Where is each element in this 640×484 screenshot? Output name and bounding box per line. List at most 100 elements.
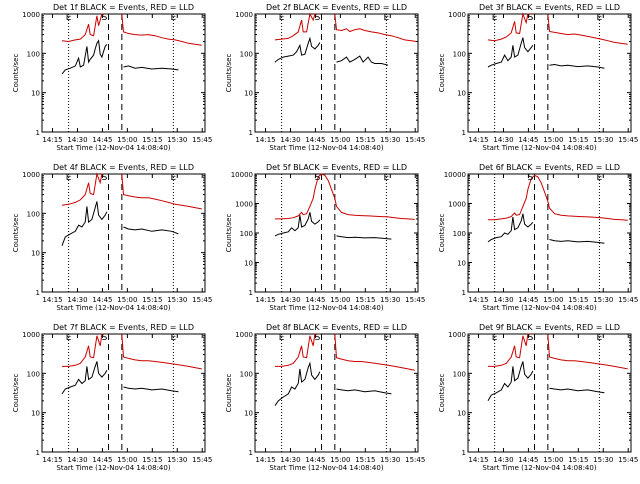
y-tick-label: 1000 (22, 331, 40, 339)
x-tick-label: 14:30 (493, 136, 513, 144)
detector-panel: Det 1f BLACK = Events, RED = LLD 1 10 100 10… (0, 0, 213, 160)
detector-chart: Det 6f BLACK = Events, RED = LLD 1 10 100 10… (438, 163, 638, 312)
y-tick-label: 100 (27, 370, 40, 378)
detector-chart: Det 9f BLACK = Events, RED = LLD 1 10 100 10… (438, 323, 638, 472)
lld-series (488, 174, 628, 221)
y-tick-label: 10 (457, 90, 466, 98)
lld-series (121, 173, 202, 210)
segment-marker-label: E (384, 173, 390, 183)
lld-series (488, 333, 533, 367)
x-tick-label: 15:45 (192, 456, 212, 464)
lld-series (334, 333, 415, 371)
x-tick-label: 14:15 (468, 136, 488, 144)
x-axis-label: Start Time (12-Nov-04 14:08:40) (269, 304, 383, 312)
x-axis-label: Start Time (12-Nov-04 14:08:40) (56, 144, 170, 152)
x-tick-label: 15:00 (543, 456, 563, 464)
y-tick-label: 100 (453, 370, 466, 378)
events-series (487, 361, 534, 402)
chart-title: Det 4f BLACK = Events, RED = LLD (53, 163, 194, 172)
x-tick-label: 14:15 (468, 456, 488, 464)
plot-frame (254, 333, 419, 453)
x-tick-label: 15:15 (142, 456, 162, 464)
lld-series (334, 13, 417, 42)
y-tick-label: 1 (462, 289, 466, 297)
x-tick-label: 15:00 (117, 456, 137, 464)
x-tick-label: 14:45 (518, 136, 538, 144)
y-tick-label: 1000 (235, 11, 253, 19)
segment-marker-label: E (171, 173, 177, 183)
x-axis-label: Start Time (12-Nov-04 14:08:40) (56, 464, 170, 472)
y-tick-label: 1 (462, 449, 466, 457)
lld-series (121, 13, 202, 46)
chart-title: Det 7f BLACK = Events, RED = LLD (53, 323, 194, 332)
segment-marker-label: E (171, 13, 177, 23)
x-axis-label: Start Time (12-Nov-04 14:08:40) (482, 144, 596, 152)
x-tick-label: 15:30 (380, 296, 400, 304)
x-tick-label: 15:30 (593, 456, 613, 464)
y-axis-label: Counts/sec (438, 374, 446, 413)
y-tick-label: 1000 (448, 331, 466, 339)
x-tick-label: 14:30 (493, 456, 513, 464)
plot-frame (254, 173, 419, 293)
y-axis-label: Counts/sec (438, 214, 446, 253)
detector-panel: Det 4f BLACK = Events, RED = LLD 1 10 100 10… (0, 160, 213, 320)
y-axis-label: Counts/sec (225, 54, 233, 93)
segment-marker-label: E (66, 13, 72, 23)
x-tick-label: 15:00 (330, 136, 350, 144)
x-tick-label: 14:30 (67, 456, 87, 464)
y-tick-label: 1 (249, 289, 253, 297)
x-tick-label: 15:15 (568, 136, 588, 144)
events-series (274, 212, 321, 237)
lld-series (487, 12, 533, 42)
y-tick-label: 100 (453, 50, 466, 58)
x-tick-label: 15:45 (192, 136, 212, 144)
x-tick-label: 14:30 (67, 296, 87, 304)
segment-marker-label: E (384, 13, 390, 23)
y-tick-label: 1000 (22, 11, 40, 19)
segment-marker-label: S (315, 333, 321, 343)
x-tick-label: 14:15 (255, 456, 275, 464)
y-tick-label: 10 (244, 90, 253, 98)
lld-series (547, 13, 628, 45)
y-axis-label: Counts/sec (225, 374, 233, 413)
detector-chart: Det 5f BLACK = Events, RED = LLD 1 10 100 10… (225, 163, 425, 312)
x-tick-label: 15:00 (543, 296, 563, 304)
chart-title: Det 5f BLACK = Events, RED = LLD (266, 163, 407, 172)
x-tick-label: 15:00 (330, 296, 350, 304)
x-tick-label: 14:30 (493, 296, 513, 304)
detector-chart: Det 1f BLACK = Events, RED = LLD 1 10 100 10… (12, 3, 212, 152)
y-tick-label: 1 (462, 129, 466, 137)
x-tick-label: 15:30 (380, 136, 400, 144)
lld-series (275, 333, 320, 367)
detector-panel: Det 9f BLACK = Events, RED = LLD 1 10 100 10… (426, 320, 639, 480)
x-tick-label: 15:00 (543, 136, 563, 144)
y-tick-label: 1 (249, 129, 253, 137)
y-tick-label: 100 (240, 230, 253, 238)
x-tick-label: 15:30 (593, 136, 613, 144)
y-tick-label: 10 (31, 90, 40, 98)
detector-panel: Det 5f BLACK = Events, RED = LLD 1 10 100 10… (213, 160, 426, 320)
y-tick-label: 10 (31, 410, 40, 418)
y-tick-label: 1 (36, 129, 40, 137)
y-tick-label: 10000 (444, 171, 466, 179)
y-axis-label: Counts/sec (12, 214, 20, 253)
x-tick-label: 14:30 (280, 136, 300, 144)
events-series (549, 387, 605, 394)
detector-panel: Det 7f BLACK = Events, RED = LLD 1 10 100 10… (0, 320, 213, 480)
x-tick-label: 15:30 (167, 136, 187, 144)
segment-marker-label: S (528, 333, 534, 343)
events-series (123, 386, 179, 393)
y-tick-label: 1 (36, 289, 40, 297)
x-axis-label: Start Time (12-Nov-04 14:08:40) (482, 464, 596, 472)
chart-title: Det 1f BLACK = Events, RED = LLD (53, 3, 194, 12)
y-tick-label: 100 (453, 230, 466, 238)
plot-frame (41, 333, 206, 453)
x-tick-label: 15:45 (192, 296, 212, 304)
x-tick-label: 14:45 (92, 136, 112, 144)
events-series (61, 201, 108, 246)
y-tick-label: 10 (244, 260, 253, 268)
plot-frame (467, 13, 632, 133)
detector-panel: Det 6f BLACK = Events, RED = LLD 1 10 100 10… (426, 160, 639, 320)
chart-title: Det 6f BLACK = Events, RED = LLD (479, 163, 620, 172)
